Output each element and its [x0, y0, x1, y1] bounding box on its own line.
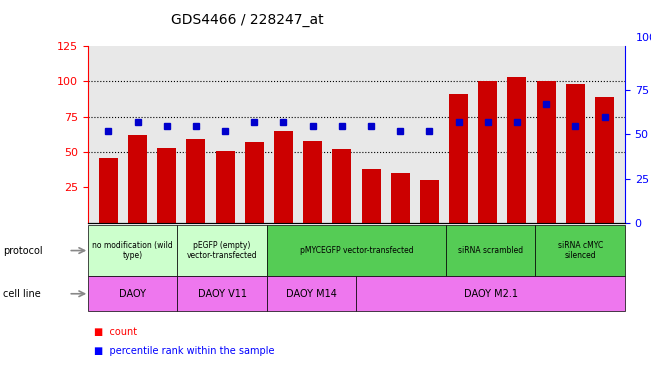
Bar [245, 142, 264, 223]
Bar [99, 158, 118, 223]
Bar [186, 139, 205, 223]
Text: cell line: cell line [3, 289, 41, 299]
Text: 100%: 100% [636, 33, 651, 43]
Text: GDS4466 / 228247_at: GDS4466 / 228247_at [171, 13, 324, 27]
Bar [157, 148, 176, 223]
Text: siRNA cMYC
silenced: siRNA cMYC silenced [557, 241, 603, 260]
Bar [303, 141, 322, 223]
Bar [595, 97, 614, 223]
Bar [536, 81, 556, 223]
Text: DAOY M14: DAOY M14 [286, 289, 337, 299]
Text: DAOY M2.1: DAOY M2.1 [464, 289, 518, 299]
Bar [478, 81, 497, 223]
Bar [274, 131, 293, 223]
Bar [333, 149, 352, 223]
Text: no modification (wild
type): no modification (wild type) [92, 241, 173, 260]
Bar [128, 135, 147, 223]
Bar [420, 180, 439, 223]
Text: DAOY: DAOY [119, 289, 146, 299]
Text: siRNA scrambled: siRNA scrambled [458, 246, 523, 255]
Text: DAOY V11: DAOY V11 [198, 289, 247, 299]
Text: pEGFP (empty)
vector-transfected: pEGFP (empty) vector-transfected [187, 241, 257, 260]
Bar [391, 173, 409, 223]
Text: ■  percentile rank within the sample: ■ percentile rank within the sample [94, 346, 275, 356]
Text: protocol: protocol [3, 245, 43, 256]
Bar [566, 84, 585, 223]
Bar [449, 94, 468, 223]
Bar [508, 77, 527, 223]
Text: pMYCEGFP vector-transfected: pMYCEGFP vector-transfected [299, 246, 413, 255]
Bar [361, 169, 380, 223]
Bar [215, 151, 234, 223]
Text: ■  count: ■ count [94, 327, 137, 337]
